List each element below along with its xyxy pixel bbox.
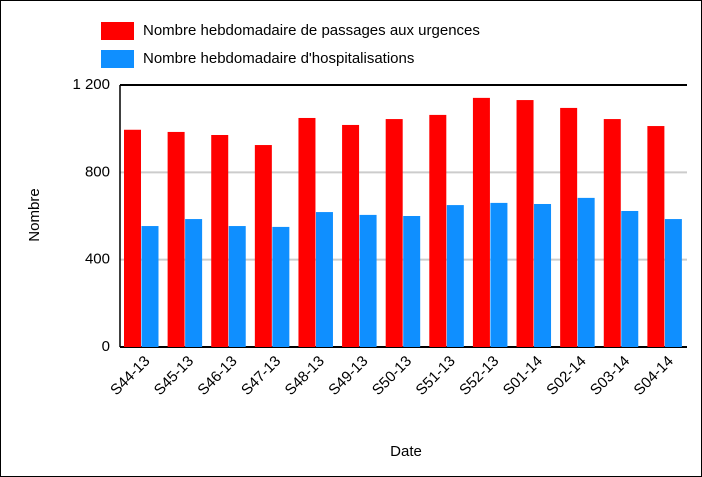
legend-swatch <box>101 50 134 68</box>
bar <box>577 197 595 347</box>
bar <box>516 100 534 347</box>
bar <box>211 134 229 347</box>
bar <box>446 205 464 347</box>
y-tick-label: 400 <box>85 251 110 268</box>
bar <box>560 107 578 347</box>
y-axis-title: Nombre <box>26 188 43 241</box>
bar <box>272 226 290 347</box>
y-tick-label: 800 <box>85 163 110 180</box>
bar <box>359 214 377 347</box>
bar <box>534 203 552 347</box>
bar <box>298 117 316 348</box>
bar <box>167 131 185 347</box>
bar <box>647 126 665 348</box>
bar <box>664 219 682 347</box>
y-tick-label: 1 200 <box>72 76 110 93</box>
bar <box>490 202 508 347</box>
bar <box>342 124 360 347</box>
legend-swatch <box>101 22 134 40</box>
legend-label: Nombre hebdomadaire de passages aux urge… <box>143 22 480 39</box>
bar <box>185 219 203 347</box>
bar <box>315 212 333 347</box>
bar <box>141 226 159 347</box>
y-tick-label: 0 <box>102 338 110 355</box>
bar <box>472 97 490 347</box>
bar <box>385 119 403 347</box>
x-axis-title: Date <box>390 443 422 460</box>
bar <box>603 119 621 347</box>
bar <box>254 145 272 347</box>
bar <box>403 216 421 347</box>
bar <box>228 226 246 347</box>
bar <box>124 129 141 347</box>
bar <box>429 114 447 347</box>
bar <box>621 210 639 347</box>
legend-label: Nombre hebdomadaire d'hospitalisations <box>143 50 414 67</box>
